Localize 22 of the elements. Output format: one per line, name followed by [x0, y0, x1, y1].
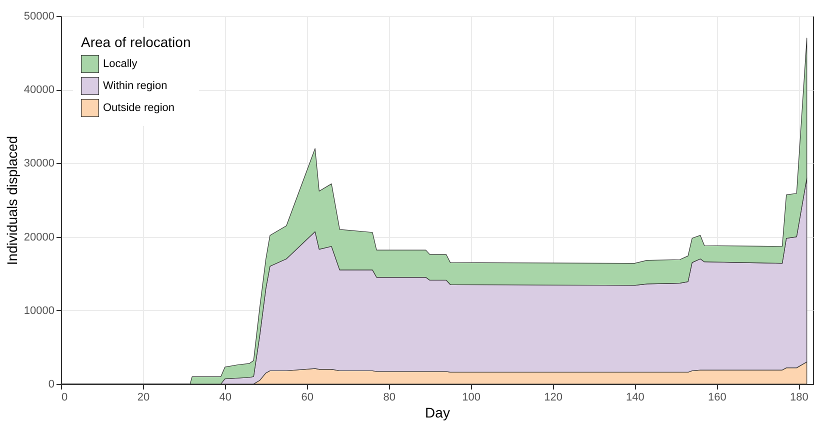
x-tick-label: 40 [219, 392, 232, 404]
x-tick-label: 80 [383, 392, 396, 404]
x-tick-label: 100 [462, 392, 480, 404]
y-tick-label: 10000 [24, 304, 54, 317]
y-tick-label: 50000 [24, 10, 54, 22]
legend-title: Area of relocation [81, 34, 191, 50]
legend-label: Within region [103, 80, 168, 92]
legend-label: Locally [103, 58, 138, 70]
x-tick-label: 60 [301, 392, 314, 404]
x-tick-label: 0 [62, 392, 68, 404]
x-tick-label: 180 [790, 392, 808, 404]
x-axis-title: Day [425, 404, 450, 420]
legend-label: Outside region [103, 102, 175, 114]
y-tick-label: 40000 [24, 84, 54, 96]
x-tick-label: 20 [137, 392, 150, 404]
x-tick-label: 120 [544, 392, 562, 404]
x-tick-label: 160 [708, 392, 726, 404]
y-tick-label: 30000 [24, 158, 54, 170]
y-axis-title: Individuals displaced [4, 136, 20, 266]
y-tick-label: 20000 [24, 231, 54, 244]
x-tick-label: 140 [626, 392, 644, 404]
y-tick-label: 0 [48, 378, 54, 390]
